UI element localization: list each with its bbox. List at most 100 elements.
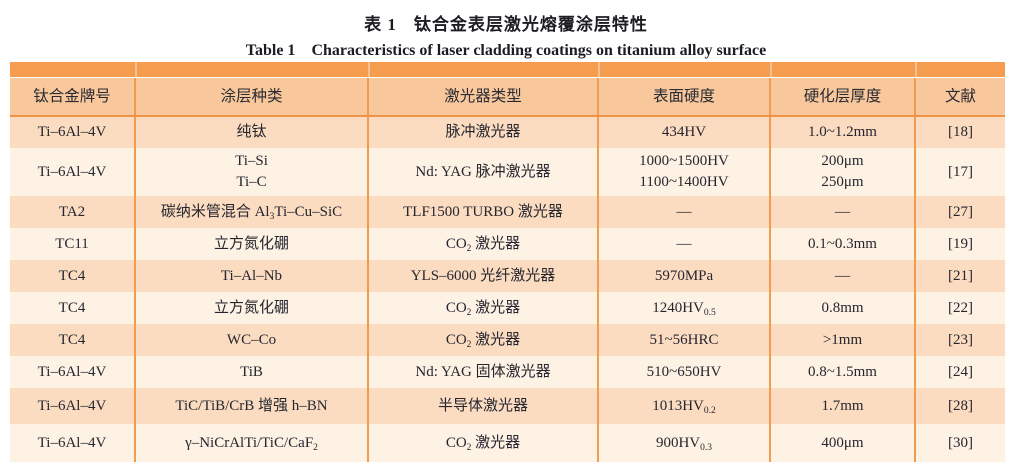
table-cell-hardness: 1000~1500HV 1100~1400HV bbox=[598, 148, 771, 196]
cell-line: 1100~1400HV bbox=[639, 174, 729, 190]
cell-line: Ti–C bbox=[236, 174, 267, 190]
cell-line: [24] bbox=[948, 363, 973, 380]
cell-line: >1mm bbox=[822, 331, 863, 348]
cell-line: 脉冲激光器 bbox=[445, 124, 521, 141]
cell-line: TiC/TiB/CrB 增强 h–BN bbox=[175, 397, 328, 414]
table-cell-thickness: — bbox=[770, 196, 916, 228]
cell-line: 250μm bbox=[821, 174, 864, 190]
table-cell-laser: 半导体激光器 bbox=[368, 388, 599, 424]
cell-line: 5970MPa bbox=[654, 267, 714, 284]
cell-line: 碳纳米管混合 Al3Ti–Cu–SiC bbox=[160, 203, 343, 222]
cell-line: Nd: YAG 固体激光器 bbox=[415, 363, 551, 380]
cell-line: [27] bbox=[948, 203, 973, 220]
cell-line: 1240HV0.5 bbox=[652, 299, 716, 318]
table-cell-alloy: TA2 bbox=[10, 196, 136, 228]
table-row: Ti–6Al–4V Ti–Si Ti–C Nd: YAG 脉冲激光器 1000~1500… bbox=[10, 148, 1005, 196]
column-header: 文献 bbox=[915, 78, 1005, 117]
table-cell-alloy: Ti–6Al–4V bbox=[10, 148, 136, 196]
cell-line: 立方氮化硼 bbox=[213, 235, 289, 252]
table-cell-ref: [18] bbox=[915, 116, 1005, 148]
table-cell-ref: [17] bbox=[915, 148, 1005, 196]
cell-line: Ti–6Al–4V bbox=[37, 363, 107, 380]
cell-line: Ti–Al–Nb bbox=[220, 267, 283, 284]
table-top-band bbox=[10, 62, 1005, 77]
table-cell-alloy: Ti–6Al–4V bbox=[10, 356, 136, 388]
table-cell-laser: 脉冲激光器 bbox=[368, 116, 599, 148]
column-header: 涂层种类 bbox=[135, 78, 369, 117]
cell-line: — bbox=[676, 235, 692, 252]
table-cell-ref: [21] bbox=[915, 260, 1005, 292]
band-column-separator bbox=[770, 62, 772, 77]
table-cell-thickness: >1mm bbox=[770, 324, 916, 356]
table-title-cn-label: 表 1 bbox=[364, 15, 397, 34]
table-row: TC11 立方氮化硼 CO2 激光器 — 0.1~0.3mm [19] bbox=[10, 228, 1005, 260]
table-cell-thickness: 1.0~1.2mm bbox=[770, 116, 916, 148]
characteristics-table: 钛合金牌号 涂层种类 激光器类型 表面硬度 硬化层厚度 文献 Ti–6Al–4V 纯钛 脉冲激… bbox=[10, 62, 1005, 462]
table-cell-coating: Ti–Si Ti–C bbox=[135, 148, 369, 196]
table-cell-alloy: Ti–6Al–4V bbox=[10, 116, 136, 148]
table-cell-thickness: 1.7mm bbox=[770, 388, 916, 424]
table-cell-hardness: 900HV0.3 bbox=[598, 424, 771, 462]
table-row: Ti–6Al–4V γ–NiCrAlTi/TiC/CaF2 CO2 激光器 900HV… bbox=[10, 424, 1005, 462]
table-cell-hardness: — bbox=[598, 228, 771, 260]
cell-line: 900HV0.3 bbox=[655, 434, 713, 453]
table-cell-coating: TiC/TiB/CrB 增强 h–BN bbox=[135, 388, 369, 424]
cell-line: Ti–6Al–4V bbox=[37, 397, 107, 414]
table-cell-laser: Nd: YAG 固体激光器 bbox=[368, 356, 599, 388]
data-table: 钛合金牌号 涂层种类 激光器类型 表面硬度 硬化层厚度 文献 Ti–6Al–4V 纯钛 脉冲激… bbox=[10, 78, 1005, 462]
table-cell-alloy: TC4 bbox=[10, 260, 136, 292]
cell-line: [19] bbox=[948, 235, 973, 252]
table-cell-ref: [24] bbox=[915, 356, 1005, 388]
table-title-en: Table 1 Characteristics of laser cladding… bbox=[0, 35, 1012, 60]
cell-line: [22] bbox=[948, 299, 973, 316]
table-cell-hardness: 5970MPa bbox=[598, 260, 771, 292]
cell-line: [28] bbox=[948, 397, 973, 414]
table-cell-thickness: — bbox=[770, 260, 916, 292]
cell-line: — bbox=[835, 203, 850, 220]
table-cell-laser: CO2 激光器 bbox=[368, 228, 599, 260]
cell-line: TC4 bbox=[58, 267, 86, 284]
table-title-cn: 表 1 钛合金表层激光熔覆涂层特性 bbox=[0, 0, 1012, 35]
cell-line: 400μm bbox=[821, 434, 864, 451]
table-cell-coating: 立方氮化硼 bbox=[135, 292, 369, 324]
cell-line: CO2 激光器 bbox=[445, 434, 521, 453]
cell-line: — bbox=[835, 267, 850, 284]
table-cell-ref: [23] bbox=[915, 324, 1005, 356]
cell-line: 纯钛 bbox=[236, 124, 267, 141]
table-cell-ref: [30] bbox=[915, 424, 1005, 462]
cell-line: TC4 bbox=[58, 299, 86, 316]
cell-line: Nd: YAG 脉冲激光器 bbox=[415, 163, 551, 180]
table-cell-coating: γ–NiCrAlTi/TiC/CaF2 bbox=[135, 424, 369, 462]
cell-line: TC4 bbox=[58, 331, 86, 348]
cell-line: 0.8mm bbox=[821, 299, 864, 316]
cell-line: 1000~1500HV bbox=[639, 153, 729, 170]
cell-line: WC–Co bbox=[226, 331, 277, 348]
table-cell-hardness: 1013HV0.2 bbox=[598, 388, 771, 424]
table-titles: 表 1 钛合金表层激光熔覆涂层特性 Table 1 Characteristics … bbox=[0, 0, 1012, 60]
cell-line: 1.7mm bbox=[821, 397, 864, 414]
cell-line: 51~56HRC bbox=[649, 331, 719, 348]
table-title-cn-text: 钛合金表层激光熔覆涂层特性 bbox=[413, 15, 648, 34]
cell-line: Ti–6Al–4V bbox=[37, 434, 107, 451]
cell-line: 0.1~0.3mm bbox=[808, 235, 877, 252]
table-row: Ti–6Al–4V 纯钛 脉冲激光器 434HV 1.0~1.2mm [18] bbox=[10, 116, 1005, 148]
table-title-en-text: Characteristics of laser cladding coatin… bbox=[311, 42, 767, 59]
cell-line: 0.8~1.5mm bbox=[808, 363, 877, 380]
table-cell-hardness: 51~56HRC bbox=[598, 324, 771, 356]
table-cell-thickness: 200μm 250μm bbox=[770, 148, 916, 196]
table-cell-hardness: 510~650HV bbox=[598, 356, 771, 388]
cell-line: 434HV bbox=[661, 124, 707, 141]
table-cell-ref: [22] bbox=[915, 292, 1005, 324]
table-row: Ti–6Al–4V TiB Nd: YAG 固体激光器 510~650HV 0.8~1.… bbox=[10, 356, 1005, 388]
table-cell-laser: CO2 激光器 bbox=[368, 424, 599, 462]
cell-line: [21] bbox=[948, 267, 973, 284]
cell-line: [30] bbox=[948, 434, 973, 451]
cell-line: 1013HV0.2 bbox=[652, 397, 716, 416]
table-cell-coating: 碳纳米管混合 Al3Ti–Cu–SiC bbox=[135, 196, 369, 228]
cell-line: 1.0~1.2mm bbox=[808, 124, 877, 141]
column-header: 钛合金牌号 bbox=[10, 78, 136, 117]
table-cell-hardness: 434HV bbox=[598, 116, 771, 148]
table-cell-coating: WC–Co bbox=[135, 324, 369, 356]
cell-line: TA2 bbox=[58, 203, 86, 220]
table-cell-laser: CO2 激光器 bbox=[368, 324, 599, 356]
